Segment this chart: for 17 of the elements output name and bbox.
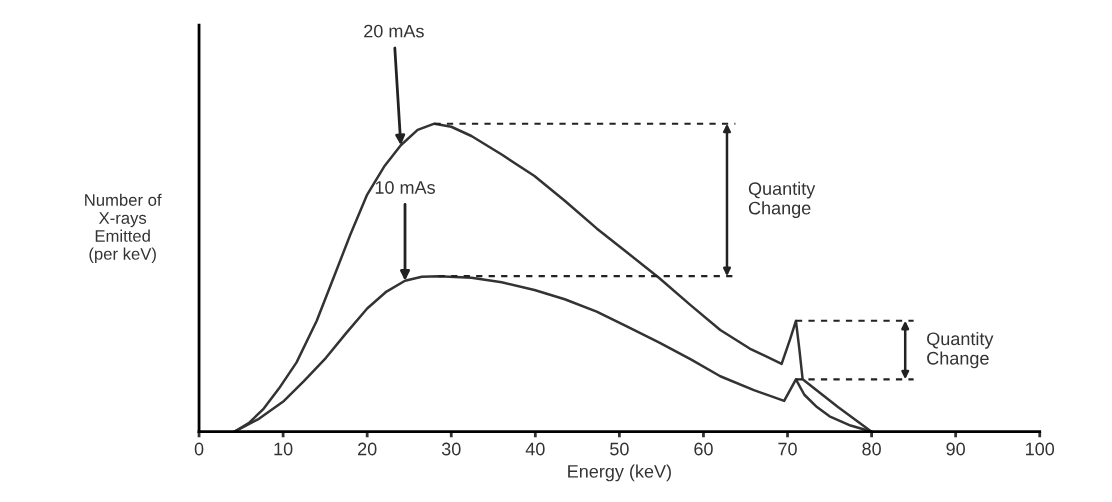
x-tick-label: 0 <box>194 442 204 456</box>
annotation: Quantity Change <box>748 181 816 219</box>
annotation: 20 mAs <box>364 24 424 38</box>
x-tick-label: 20 <box>358 442 377 456</box>
x-tick-label: 90 <box>946 442 965 456</box>
annotation: Quantity Change <box>927 331 994 369</box>
y-axis-title: Number of X-rays Emitted (per keV) <box>85 193 162 264</box>
x-tick-label: 80 <box>862 442 881 456</box>
x-tick-label: 70 <box>778 442 797 456</box>
x-tick-label: 100 <box>1026 442 1055 456</box>
x-tick-label: 40 <box>525 442 545 456</box>
x-tick-label: 10 <box>274 442 293 456</box>
x-tick-label: 60 <box>694 442 713 456</box>
x-tick-label: 30 <box>441 442 461 456</box>
x-axis-title: Energy (keV) <box>568 464 671 482</box>
annotation: 10 mAs <box>375 181 435 194</box>
x-tick-label: 50 <box>610 442 629 456</box>
